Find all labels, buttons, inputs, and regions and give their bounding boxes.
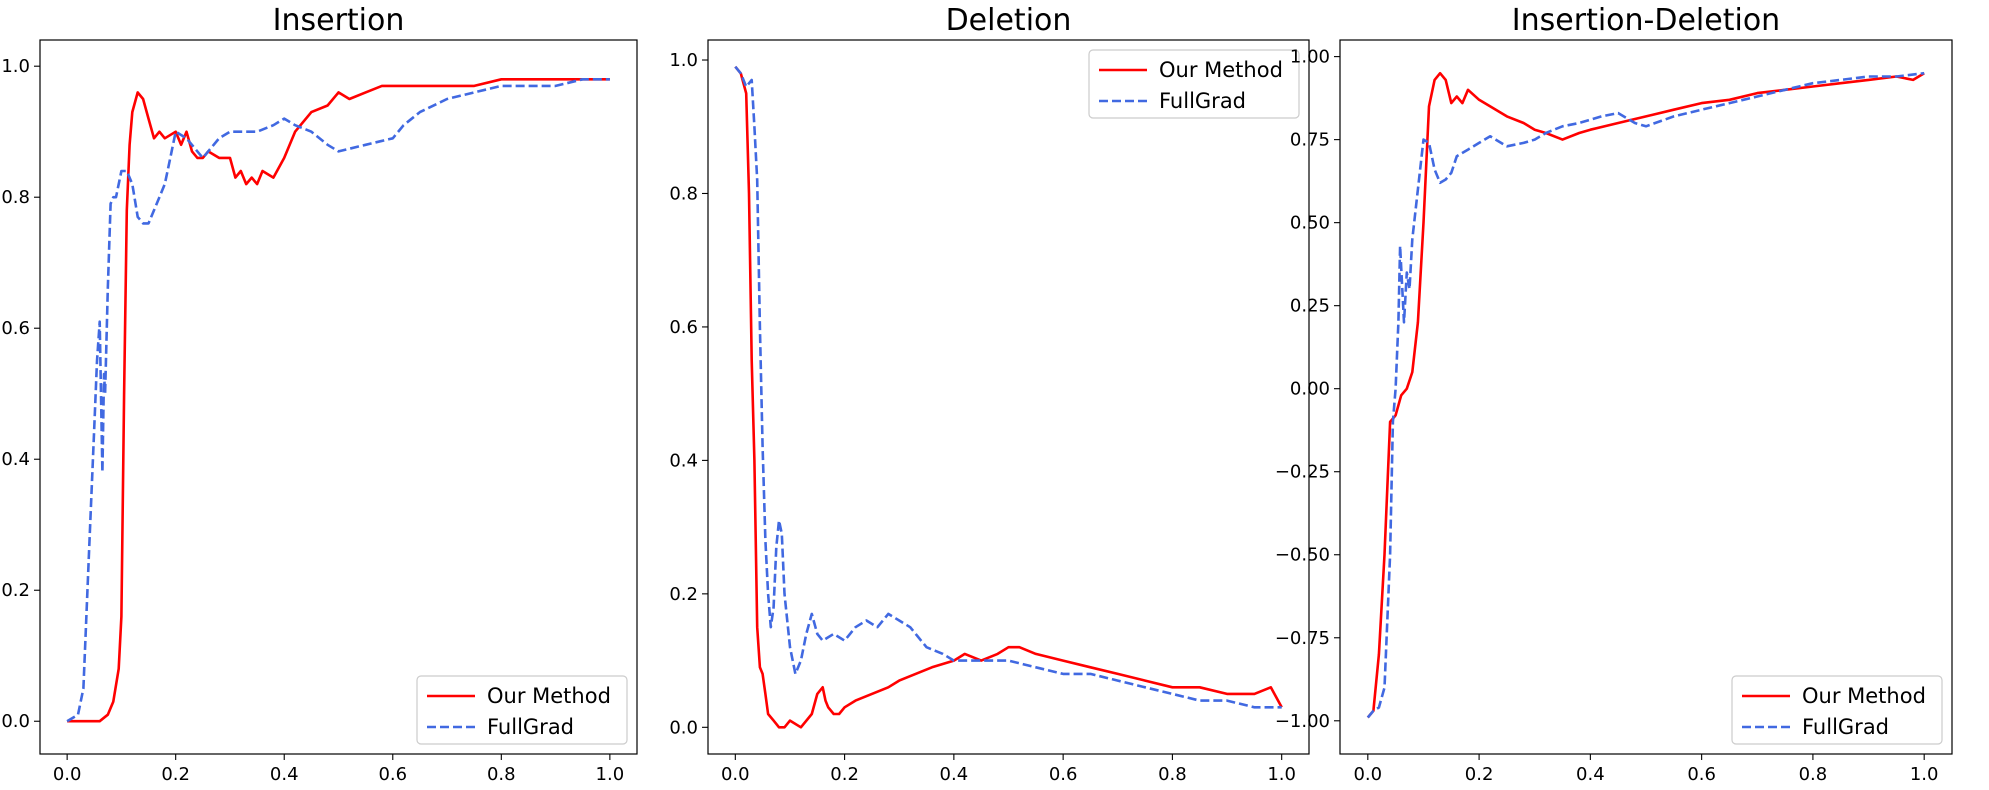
x-tick-label: 0.0 — [53, 764, 82, 785]
x-tick-label: 1.0 — [1910, 764, 1939, 785]
chart-title: Insertion-Deletion — [1512, 3, 1780, 38]
y-tick-label: 1.00 — [1290, 47, 1330, 68]
x-tick-label: 0.2 — [830, 764, 859, 785]
x-tick-label: 0.6 — [1049, 764, 1078, 785]
legend-label: FullGrad — [1159, 89, 1246, 113]
x-tick-label: 1.0 — [1267, 764, 1296, 785]
y-tick-label: −1.00 — [1275, 711, 1330, 732]
x-tick-label: 0.4 — [1576, 764, 1605, 785]
y-tick-label: 1.0 — [669, 50, 698, 71]
legend-label: FullGrad — [487, 715, 574, 739]
y-tick-label: 0.75 — [1290, 130, 1330, 151]
y-tick-label: 0.0 — [1, 711, 30, 732]
x-tick-label: 0.2 — [1465, 764, 1494, 785]
series-line-our-method — [734, 65, 1283, 729]
y-tick-label: 0.4 — [1, 449, 30, 470]
legend-label: FullGrad — [1802, 715, 1889, 739]
x-tick-label: 1.0 — [596, 764, 625, 785]
plot-frame — [1339, 39, 1953, 755]
x-tick-label: 0.6 — [378, 764, 407, 785]
y-tick-label: −0.75 — [1275, 628, 1330, 649]
x-tick-label: 0.2 — [161, 764, 190, 785]
x-tick-label: 0.8 — [1799, 764, 1828, 785]
y-tick-label: 0.8 — [1, 187, 30, 208]
legend-label: Our Method — [1159, 58, 1283, 82]
legend: Our Method FullGrad — [1088, 49, 1300, 119]
plot-frame — [39, 39, 638, 755]
chart-panel-2: Insertion-Deletion 0.0 0.2 0.4 0.6 0.8 1.0 −1.0… — [1275, 3, 1953, 785]
x-tick-label: 0.4 — [270, 764, 299, 785]
series-line-fullgrad — [66, 78, 610, 723]
y-tick-label: 0.6 — [1, 318, 30, 339]
y-tick-label: 0.00 — [1290, 379, 1330, 400]
legend: Our Method FullGrad — [416, 675, 628, 745]
y-tick-label: −0.25 — [1275, 462, 1330, 483]
y-tick-label: 1.0 — [1, 56, 30, 77]
series-line-fullgrad — [734, 65, 1282, 709]
legend: Our Method FullGrad — [1731, 675, 1943, 745]
legend-label: Our Method — [1802, 684, 1926, 708]
y-tick-label: 0.2 — [669, 584, 698, 605]
y-tick-label: 0.6 — [669, 317, 698, 338]
chart-title: Deletion — [946, 3, 1072, 38]
y-tick-label: −0.50 — [1275, 545, 1330, 566]
x-tick-label: 0.4 — [940, 764, 969, 785]
plot-frame — [707, 39, 1310, 755]
x-tick-label: 0.6 — [1687, 764, 1716, 785]
y-tick-label: 0.8 — [669, 183, 698, 204]
y-tick-label: 0.50 — [1290, 213, 1330, 234]
legend-label: Our Method — [487, 684, 611, 708]
x-tick-label: 0.0 — [721, 764, 750, 785]
series-line-our-method — [1366, 71, 1925, 719]
x-tick-label: 0.0 — [1353, 764, 1382, 785]
y-tick-label: 0.2 — [1, 580, 30, 601]
chart-title: Insertion — [273, 3, 405, 38]
y-tick-label: 0.0 — [669, 717, 698, 738]
series-line-fullgrad — [1366, 71, 1925, 719]
x-tick-label: 0.8 — [1158, 764, 1187, 785]
y-tick-label: 0.25 — [1290, 296, 1330, 317]
chart-panel-0: Insertion 0.0 0.2 0.4 0.6 0.8 1.0 0.0 0.2 0.4 0.6 0… — [1, 3, 638, 785]
series-line-our-method — [67, 78, 610, 723]
y-tick-label: 0.4 — [669, 450, 698, 471]
x-tick-label: 0.8 — [487, 764, 516, 785]
chart-panel-1: Deletion 0.0 0.2 0.4 0.6 0.8 1.0 0.0 0.2 0.4 0.6 0.… — [669, 3, 1310, 785]
